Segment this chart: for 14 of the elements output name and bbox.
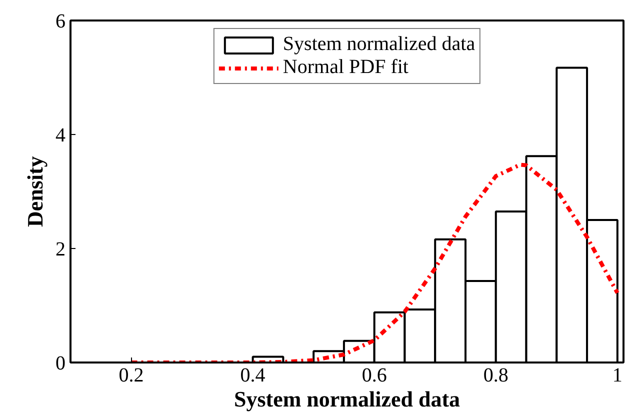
- x-tick-label: 0.4: [240, 364, 266, 386]
- x-tick-label: 0.2: [118, 364, 144, 386]
- legend-label: Normal PDF fit: [282, 56, 408, 79]
- y-tick-label: 4: [56, 124, 66, 146]
- y-tick-label: 6: [56, 10, 66, 32]
- x-tick-label: 0.8: [483, 364, 508, 386]
- y-tick-label: 2: [56, 238, 66, 260]
- y-axis-title: Density: [22, 156, 48, 227]
- y-tick-label: 0: [56, 352, 66, 374]
- x-tick-label: 0.6: [362, 364, 387, 386]
- x-tick-label: 1: [612, 364, 622, 386]
- x-axis-title: System normalized data: [234, 386, 460, 412]
- legend-label: System normalized data: [282, 33, 476, 56]
- line-series: [129, 162, 620, 362]
